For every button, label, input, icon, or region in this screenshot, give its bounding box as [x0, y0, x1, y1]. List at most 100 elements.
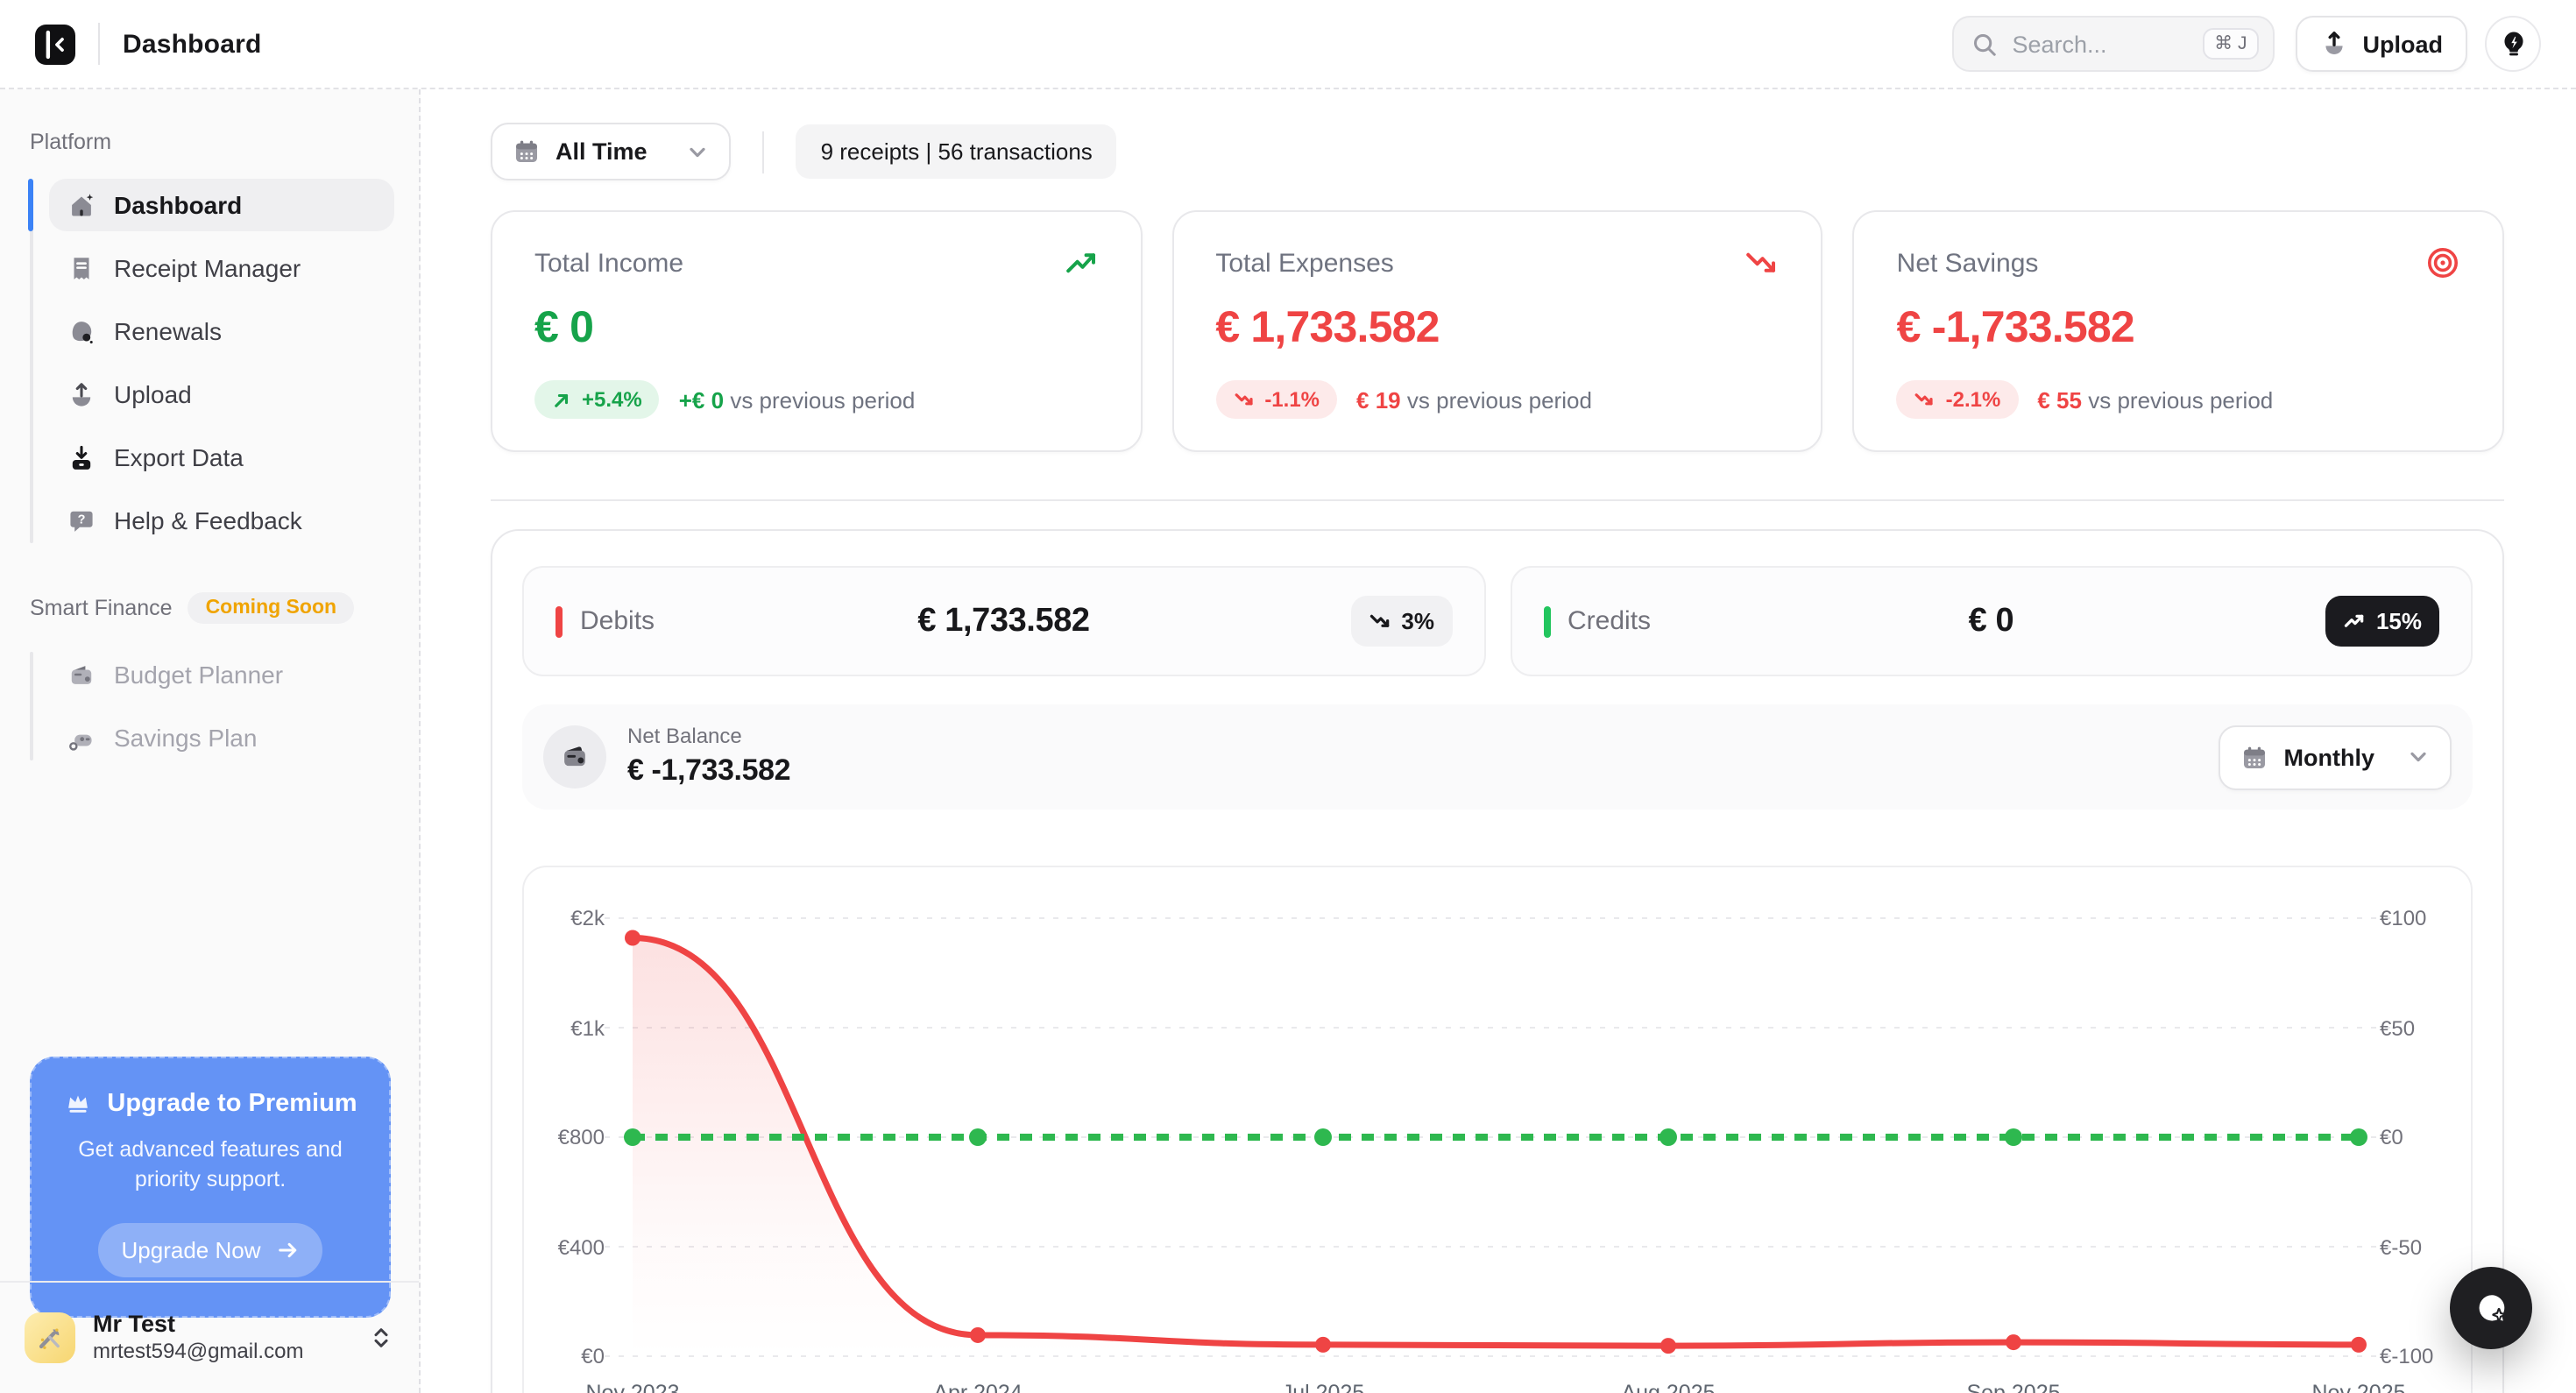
sidebar-item-renewals[interactable]: Renewals [49, 305, 394, 357]
change-badge: -2.1% [1896, 380, 2019, 419]
house-sparkle-icon [67, 190, 96, 220]
sidebar-item-label: Receipt Manager [114, 254, 301, 282]
upgrade-premium-card: Upgrade to Premium Get advanced features… [30, 1057, 391, 1318]
sidebar-item-label: Export Data [114, 443, 244, 471]
top-bar: Dashboard Search... ⌘ J Upload [0, 0, 2576, 89]
filters-divider [762, 131, 765, 173]
wallet-icon [67, 660, 96, 689]
debits-label: Debits [580, 606, 655, 636]
account-menu-button[interactable] [2485, 16, 2541, 72]
upload-button[interactable]: Upload [2296, 16, 2467, 72]
y-axis-right-tick: €-50 [2380, 1234, 2423, 1259]
renewals-icon [67, 316, 96, 346]
sidebar-item-label: Renewals [114, 317, 222, 345]
debits-color-bar [556, 605, 563, 637]
chevron-down-icon [2408, 746, 2429, 767]
calendar-icon [513, 138, 540, 165]
y-axis-right-tick: €100 [2380, 906, 2427, 930]
upload-icon [2321, 30, 2349, 58]
sidebar-item-budget-planner: Budget Planner [49, 648, 394, 701]
sidebar-item-dashboard[interactable]: Dashboard [28, 179, 394, 231]
balance-overview-card: Debits € 1,733.582 3% Credits € 0 15% [491, 529, 2504, 1393]
upgrade-now-button[interactable]: Upgrade Now [98, 1222, 322, 1277]
svg-text:?: ? [78, 513, 86, 527]
sidebar-item-label: Dashboard [114, 191, 243, 219]
platform-section-label: Platform [30, 130, 112, 154]
smart-finance-nav: Budget Planner Savings Plan [30, 648, 394, 764]
user-avatar [25, 1312, 75, 1363]
upgrade-description: Get advanced features and priority suppo… [78, 1137, 343, 1191]
search-shortcut-badge: ⌘ J [2202, 28, 2260, 60]
sidebar-item-receipt-manager[interactable]: Receipt Manager [49, 242, 394, 294]
calendar-icon [2242, 744, 2268, 770]
x-axis-tick: Jul 2025 [1281, 1381, 1365, 1393]
main-content: All Time 9 receipts | 56 transactions To… [421, 89, 2576, 1393]
chevron-down-icon [688, 141, 709, 162]
smart-finance-label: Smart Finance [30, 596, 173, 620]
chat-fab-button[interactable] [2450, 1267, 2532, 1349]
y-axis-right-tick: €0 [2380, 1125, 2403, 1149]
sidebar-item-help-feedback[interactable]: ? Help & Feedback [49, 494, 394, 547]
page-title: Dashboard [123, 29, 262, 59]
receipts-summary-badge: 9 receipts | 56 transactions [796, 124, 1117, 179]
chart-period-select[interactable]: Monthly [2219, 725, 2452, 789]
sidebar-item-savings-plan: Savings Plan [49, 711, 394, 764]
net-balance-bar: Net Balance € -1,733.582 Monthly [522, 704, 2473, 810]
total-expenses-card: Total Expenses € 1,733.582 -1.1% € 19 vs… [1171, 210, 1823, 452]
x-axis-tick: Nov 2023 [585, 1381, 680, 1393]
sidebar-item-label: Upload [114, 380, 192, 408]
credits-color-bar [1543, 605, 1550, 637]
platform-nav: Dashboard Receipt Manager Renewals Uploa… [28, 179, 394, 547]
time-range-value: All Time [556, 138, 648, 165]
trending-up-icon [1063, 245, 1098, 280]
stat-value: € 1,733.582 [1215, 303, 1440, 352]
y-axis-right-tick: €-100 [2380, 1344, 2434, 1368]
user-name: Mr Test [93, 1310, 176, 1337]
x-axis-tick: Sep 2025 [1966, 1381, 2061, 1393]
sidebar-item-upload[interactable]: Upload [49, 368, 394, 421]
sidebar-item-export-data[interactable]: Export Data [49, 431, 394, 484]
sidebar-item-label: Budget Planner [114, 661, 284, 689]
y-axis-left-tick: €2k [570, 906, 605, 930]
chevrons-up-down-icon [368, 1325, 394, 1351]
user-menu[interactable]: Mr Test mrtest594@gmail.com [0, 1281, 419, 1393]
wallet-icon [543, 725, 606, 788]
x-axis-tick: Nov 2025 [2311, 1381, 2406, 1393]
chart-period-value: Monthly [2283, 744, 2375, 770]
y-axis-left-tick: €400 [557, 1234, 605, 1259]
sidebar-item-label: Savings Plan [114, 724, 258, 752]
stat-value: € 0 [534, 303, 594, 352]
crown-icon [63, 1088, 93, 1118]
credits-value: € 0 [1968, 602, 2014, 639]
debits-card: Debits € 1,733.582 3% [522, 566, 1485, 676]
upgrade-title: Upgrade to Premium [107, 1089, 357, 1117]
time-range-select[interactable]: All Time [491, 123, 732, 180]
coming-soon-badge: Coming Soon [188, 592, 355, 624]
user-email: mrtest594@gmail.com [93, 1339, 304, 1364]
sidebar-toggle-icon[interactable] [35, 24, 75, 64]
target-icon [2425, 245, 2460, 280]
x-axis-tick: Aug 2025 [1621, 1381, 1716, 1393]
debits-value: € 1,733.582 [917, 602, 1090, 639]
stat-title: Total Income [534, 248, 684, 278]
help-bubble-icon: ? [67, 506, 96, 535]
sidebar: Platform Dashboard Receipt Manager Ren [0, 89, 421, 1393]
receipt-icon [67, 253, 96, 283]
search-input[interactable]: Search... ⌘ J [1952, 16, 2275, 72]
arrow-right-icon [277, 1239, 300, 1262]
net-savings-card: Net Savings € -1,733.582 -2.1% € 55 vs p… [1852, 210, 2504, 452]
sidebar-item-label: Help & Feedback [114, 506, 302, 534]
stat-title: Total Expenses [1215, 248, 1394, 278]
y-axis-left-tick: €800 [557, 1125, 605, 1149]
total-income-card: Total Income € 0 +5.4% +€ 0 vs previous … [491, 210, 1143, 452]
net-balance-chart[interactable]: €2k €1k €800 €400 €0 €100 €50 €0 €-50 €-100 Nov 20… [522, 866, 2473, 1393]
stat-title: Net Savings [1896, 248, 2039, 278]
nav-rail [30, 652, 33, 760]
delta-text: € 55 vs previous period [2037, 386, 2274, 413]
change-badge: +5.4% [534, 380, 660, 419]
net-balance-value: € -1,733.582 [627, 753, 791, 787]
y-axis-right-tick: €50 [2380, 1015, 2416, 1040]
chat-sparkle-icon [2472, 1289, 2510, 1327]
upload-icon [67, 379, 96, 409]
net-balance-label: Net Balance [627, 724, 742, 749]
